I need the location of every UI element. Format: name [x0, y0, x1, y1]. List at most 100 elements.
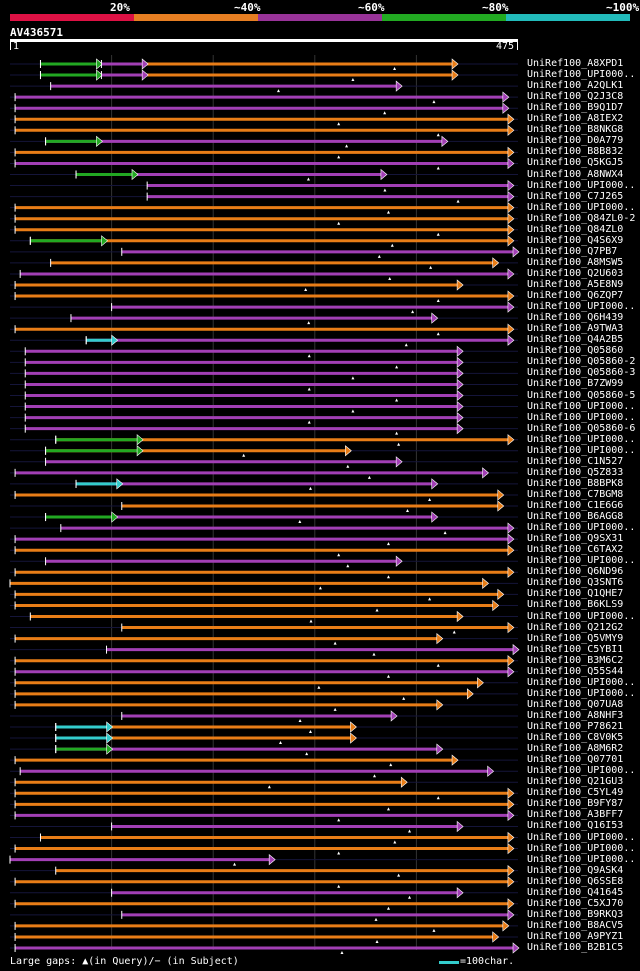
hit-label[interactable]: UniRef100_A8MSW5	[527, 256, 624, 268]
hit-label[interactable]: UniRef100_UPI000..	[527, 444, 636, 456]
hit-label[interactable]: UniRef100_Q2U603	[527, 267, 624, 279]
hit-label[interactable]: UniRef100_A3BFF7	[527, 809, 624, 821]
hit-label[interactable]: UniRef100_B9FY87	[527, 798, 624, 810]
hit-label[interactable]: UniRef100_Q6H439	[527, 312, 624, 324]
hit-label[interactable]: UniRef100_A9TWA3	[527, 323, 624, 335]
hit-label[interactable]: UniRef100_B7ZW99	[527, 378, 624, 390]
hit-label[interactable]: UniRef100_UPI000..	[527, 522, 636, 534]
hit-label[interactable]: UniRef100_Q7PB7	[527, 245, 618, 257]
hit-label[interactable]: UniRef100_UPI000..	[527, 179, 636, 191]
hit-label[interactable]: UniRef100_Q21GU3	[527, 776, 624, 788]
hit-label[interactable]: UniRef100_B8ACV5	[527, 919, 624, 931]
hit-label[interactable]: UniRef100_B8B832	[527, 146, 624, 158]
hit-label[interactable]: UniRef100_A8XPD1	[527, 58, 624, 69]
hit-label[interactable]: UniRef100_B8NKG8	[527, 124, 624, 136]
hit-label[interactable]: UniRef100_Q5KGJ5	[527, 157, 624, 169]
hit-label[interactable]: UniRef100_Q6ND96	[527, 566, 624, 578]
alignment-end-arrow	[456, 356, 464, 368]
alignment-end-arrow	[502, 102, 510, 114]
hit-label[interactable]: UniRef100_B9Q1D7	[527, 102, 624, 114]
hit-label[interactable]: UniRef100_A8IEX2	[527, 113, 624, 125]
query-gap-marker	[276, 89, 280, 93]
hit-label[interactable]: UniRef100_B6KLS9	[527, 599, 624, 611]
hit-label[interactable]: UniRef100_Q84ZL0	[527, 223, 624, 235]
hit-label[interactable]: UniRef100_UPI000..	[527, 301, 636, 313]
hit-label[interactable]: UniRef100_Q6ZQP7	[527, 290, 624, 302]
hit-label[interactable]: UniRef100_Q6SSE8	[527, 875, 624, 887]
hit-label[interactable]: UniRef100_UPI000..	[527, 433, 636, 445]
hit-label[interactable]: UniRef100_C7BGM8	[527, 488, 624, 500]
query-gap-marker	[436, 663, 440, 667]
alignment-end-arrow	[106, 732, 114, 744]
alignment-end-arrow	[507, 323, 515, 335]
scale-segment	[382, 14, 506, 21]
query-gap-marker	[337, 155, 341, 159]
hit-label[interactable]: UniRef100_P78621	[527, 721, 624, 732]
alignment-end-arrow	[436, 743, 444, 755]
alignment-end-arrow	[492, 599, 500, 612]
hit-label[interactable]: UniRef100_Q4S6X9	[527, 234, 624, 246]
alignment-end-arrow	[477, 677, 484, 689]
hit-label[interactable]: UniRef100_UPI000..	[527, 400, 636, 412]
hit-label[interactable]: UniRef100_Q84ZL0-2	[527, 212, 636, 224]
hit-label[interactable]: UniRef100_Q4A2B5	[527, 334, 624, 346]
hit-label[interactable]: UniRef100_Q16I53	[527, 820, 624, 832]
hit-label[interactable]: UniRef100_Q05860	[527, 345, 624, 357]
alignment-end-arrow	[507, 798, 515, 810]
hit-label[interactable]: UniRef100_Q07701	[527, 754, 624, 766]
hit-label[interactable]: UniRef100_UPI000..	[527, 687, 636, 699]
hit-label[interactable]: UniRef100_UPI000..	[527, 555, 636, 567]
hit-label[interactable]: UniRef100_B8BPK8	[527, 477, 624, 489]
hit-label[interactable]: UniRef100_UPI000..	[527, 676, 636, 688]
alignment-end-arrow	[441, 135, 449, 147]
hit-label[interactable]: UniRef100_Q1QHE7	[527, 588, 624, 600]
hit-label[interactable]: UniRef100_A8NWX4	[527, 168, 624, 180]
hit-label[interactable]: UniRef100_C1N527	[527, 455, 624, 467]
alignment-end-arrow	[507, 621, 515, 634]
hit-label[interactable]: UniRef100_C5XJ70	[527, 897, 624, 909]
alignment-end-arrow	[390, 710, 398, 722]
hit-label[interactable]: UniRef100_B9RKQ3	[527, 908, 624, 920]
hit-label[interactable]: UniRef100_UPI000..	[527, 610, 636, 622]
alignment-end-arrow	[492, 257, 500, 269]
hit-label[interactable]: UniRef100_Q3SNT6	[527, 577, 624, 589]
hit-label[interactable]: UniRef100_A8NHF3	[527, 709, 624, 721]
hit-label[interactable]: UniRef100_UPI000..	[527, 69, 636, 81]
hit-label[interactable]: UniRef100_A2QLK1	[527, 80, 624, 92]
hit-label[interactable]: UniRef100_UPI000..	[527, 201, 636, 213]
hit-label[interactable]: UniRef100_UPI000..	[527, 411, 636, 423]
hit-label[interactable]: UniRef100_Q212G2	[527, 621, 624, 633]
hit-label[interactable]: UniRef100_A9PYZ1	[527, 930, 624, 942]
hit-label[interactable]: UniRef100_C7J265	[527, 190, 624, 202]
hit-label[interactable]: UniRef100_Q55S44	[527, 665, 624, 677]
hit-label[interactable]: UniRef100_B3M6C2	[527, 654, 624, 666]
hit-label[interactable]: UniRef100_UPI000..	[527, 853, 636, 865]
hit-label[interactable]: UniRef100_Q05860-5	[527, 389, 636, 401]
query-gap-marker	[408, 895, 412, 899]
hit-label[interactable]: UniRef100_Q5Z833	[527, 466, 624, 478]
hit-label[interactable]: UniRef100_C1E6G6	[527, 500, 624, 511]
hit-label[interactable]: UniRef100_Q9ASK4	[527, 864, 624, 876]
hit-label[interactable]: UniRef100_C8V0K5	[527, 732, 624, 744]
hit-label[interactable]: UniRef100_Q9SX31	[527, 533, 624, 545]
hit-label[interactable]: UniRef100_D0A779	[527, 135, 624, 147]
hit-label[interactable]: UniRef100_B2B1C5	[527, 942, 624, 953]
hit-label[interactable]: UniRef100_C5YL49	[527, 787, 624, 799]
hit-label[interactable]: UniRef100_C6TAX2	[527, 544, 624, 556]
hit-label[interactable]: UniRef100_Q2J3C8	[527, 91, 624, 103]
hit-label[interactable]: UniRef100_UPI000..	[527, 842, 636, 854]
hit-label[interactable]: UniRef100_Q05860-6	[527, 422, 636, 434]
hit-label[interactable]: UniRef100_A5E8N9	[527, 279, 624, 290]
hit-label[interactable]: UniRef100_Q05860-3	[527, 367, 636, 379]
hit-label[interactable]: UniRef100_Q5VMY9	[527, 632, 624, 644]
hit-label[interactable]: UniRef100_A8M6R2	[527, 743, 624, 755]
hit-label[interactable]: UniRef100_C5YBI1	[527, 643, 624, 655]
hit-label[interactable]: UniRef100_Q07UA8	[527, 698, 624, 710]
alignment-end-arrow	[487, 765, 495, 777]
hit-label[interactable]: UniRef100_UPI000..	[527, 765, 636, 777]
hit-label[interactable]: UniRef100_Q05860-2	[527, 356, 636, 368]
hit-label[interactable]: UniRef100_Q41645	[527, 886, 624, 898]
hit-label[interactable]: UniRef100_UPI000..	[527, 831, 636, 843]
query-gap-marker	[333, 641, 337, 645]
hit-label[interactable]: UniRef100_B6AGG8	[527, 511, 624, 523]
